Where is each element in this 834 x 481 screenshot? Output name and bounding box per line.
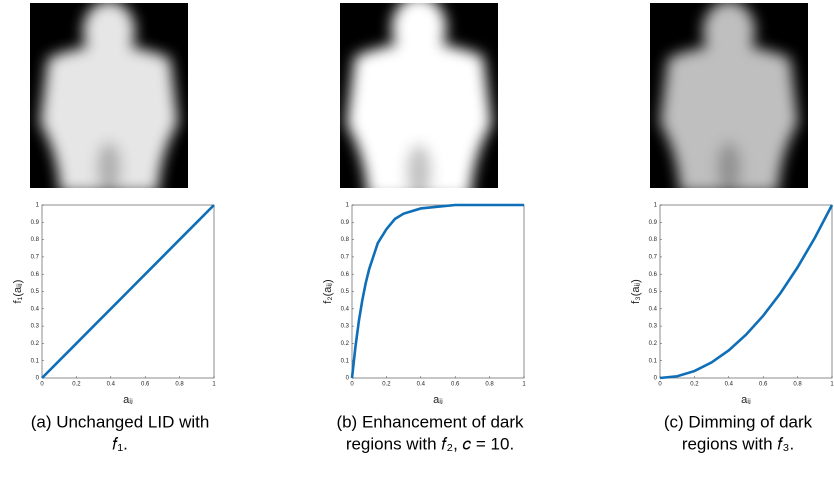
y-tick-label: 0.1 <box>31 358 40 364</box>
y-tick-label: 0.8 <box>31 237 40 243</box>
caption: 𝑓₁. <box>112 434 128 453</box>
y-tick-label: 0.1 <box>341 358 350 364</box>
x-tick-label: 0 <box>658 382 662 388</box>
caption: regions with 𝑓₃. <box>682 434 794 453</box>
figure: 0 0.2 0.4 0.6 0.8 1 0 0.1 0.2 0.3 0.4 0.5 0.6 0.7 0.8 0… <box>0 0 834 481</box>
x-tick-label: 0 <box>350 382 354 388</box>
y-axis-label: f₂(aᵢⱼ) <box>322 279 334 303</box>
y-tick-label: 0.8 <box>649 237 658 243</box>
plot-area <box>352 205 524 378</box>
y-tick-label: 0.4 <box>649 306 658 312</box>
y-axis-label: f₁(aᵢⱼ) <box>12 280 24 304</box>
y-tick-label: 0.6 <box>341 272 350 278</box>
y-tick-label: 0.7 <box>341 254 350 260</box>
x-axis-label: aᵢⱼ <box>433 394 443 406</box>
x-tick-label: 1 <box>830 382 834 388</box>
y-tick-label: 0.6 <box>31 272 40 278</box>
y-tick-label: 0.3 <box>341 324 350 330</box>
y-tick-label: 0.5 <box>649 289 658 295</box>
caption: (b) Enhancement of dark <box>336 412 524 431</box>
y-tick-label: 0.5 <box>31 289 40 295</box>
y-tick-label: 1 <box>346 203 350 209</box>
y-tick-label: 0.3 <box>31 324 40 330</box>
y-tick-label: 0.1 <box>649 358 658 364</box>
x-tick-label: 0.8 <box>175 382 184 388</box>
x-tick-label: 1 <box>212 382 216 388</box>
image-a <box>30 1 188 194</box>
x-tick-label: 1 <box>522 382 526 388</box>
y-tick-label: 0.2 <box>649 341 658 347</box>
y-tick-label: 0 <box>346 376 350 382</box>
y-tick-label: 0.9 <box>341 220 350 226</box>
y-tick-label: 1 <box>654 203 658 209</box>
x-tick-label: 0.8 <box>485 382 494 388</box>
image-b <box>340 0 498 199</box>
y-tick-label: 0.9 <box>31 220 40 226</box>
x-tick-label: 0.2 <box>690 382 699 388</box>
x-tick-label: 0 <box>40 382 44 388</box>
x-axis-label: aᵢⱼ <box>741 394 751 406</box>
y-tick-label: 0 <box>654 376 658 382</box>
y-tick-label: 0 <box>36 376 40 382</box>
x-tick-label: 0.6 <box>451 382 460 388</box>
x-tick-label: 0.2 <box>382 382 391 388</box>
y-tick-label: 0.4 <box>31 306 40 312</box>
plot-area <box>660 205 832 378</box>
y-tick-label: 0.5 <box>341 289 350 295</box>
image-c <box>650 1 808 194</box>
y-tick-label: 0.2 <box>31 341 40 347</box>
x-tick-label: 0.6 <box>141 382 150 388</box>
x-tick-label: 0.4 <box>725 382 734 388</box>
y-axis-label: f₃(aᵢⱼ) <box>630 279 642 304</box>
caption: (c) Dimming of dark <box>664 412 813 431</box>
x-tick-label: 0.6 <box>759 382 768 388</box>
x-tick-label: 0.4 <box>417 382 426 388</box>
y-tick-label: 1 <box>36 203 40 209</box>
x-axis-label: aᵢⱼ <box>123 394 133 406</box>
y-tick-label: 0.9 <box>649 220 658 226</box>
page: 0 0.2 0.4 0.6 0.8 1 0 0.1 0.2 0.3 0.4 0.5 0.6 0.7 0.8 0… <box>0 0 834 481</box>
x-tick-label: 0.2 <box>72 382 81 388</box>
y-tick-label: 0.6 <box>649 272 658 278</box>
y-tick-label: 0.8 <box>341 237 350 243</box>
x-tick-label: 0.4 <box>107 382 116 388</box>
y-tick-label: 0.7 <box>649 254 658 260</box>
y-tick-label: 0.2 <box>341 341 350 347</box>
caption: regions with 𝑓₂, 𝑐 = 10. <box>346 434 514 453</box>
y-tick-label: 0.3 <box>649 324 658 330</box>
y-tick-label: 0.4 <box>341 306 350 312</box>
y-tick-label: 0.7 <box>31 254 40 260</box>
x-tick-label: 0.8 <box>793 382 802 388</box>
caption: (a) Unchanged LID with <box>31 412 210 431</box>
